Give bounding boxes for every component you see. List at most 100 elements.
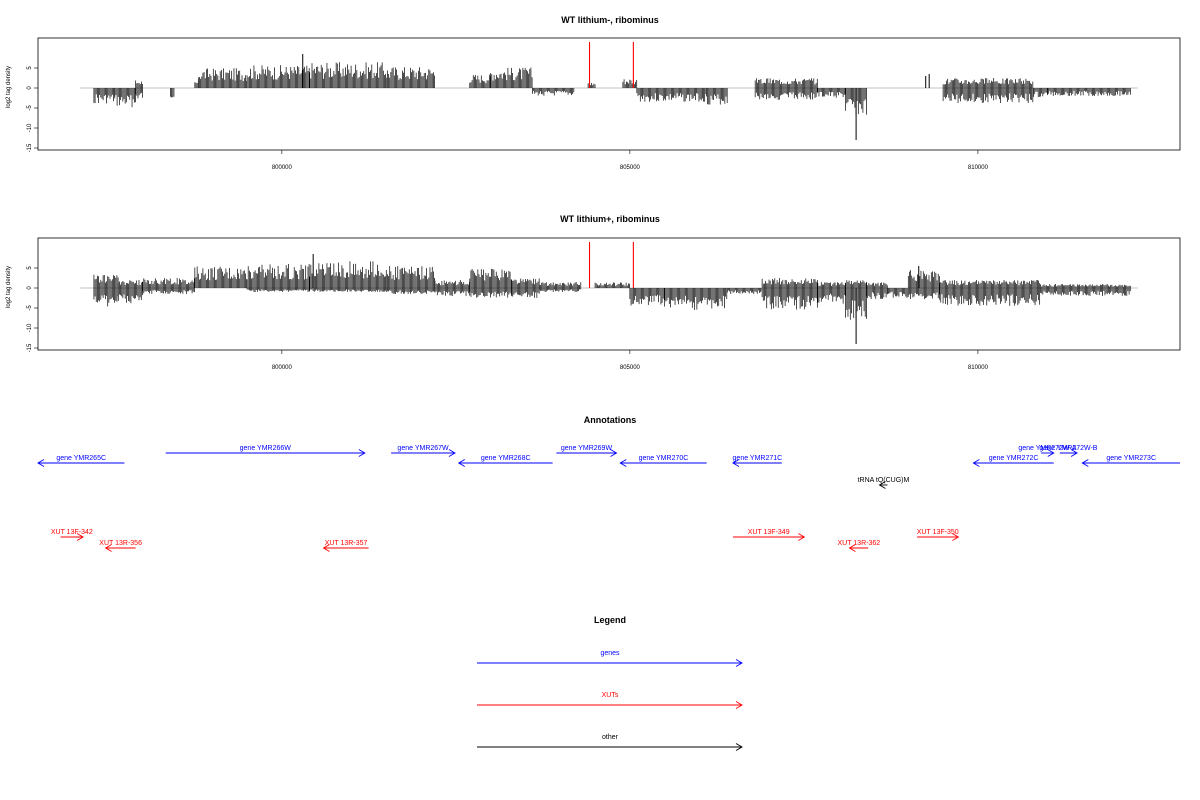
feature-arrow xyxy=(1081,459,1180,467)
feature-label: gene YMR272W-B xyxy=(1039,445,1097,452)
feature-arrow xyxy=(1059,449,1078,457)
feature-label: tRNA tQ(CUG)M xyxy=(858,477,910,484)
feature-label: gene YMR268C xyxy=(481,455,531,462)
y-tick-label: 5 xyxy=(27,66,33,70)
feature-arrow xyxy=(732,459,782,467)
legend-arrow xyxy=(477,743,743,751)
feature-label: XUT 13R-362 xyxy=(837,540,880,547)
y-tick-label: -10 xyxy=(27,123,33,132)
density-track-region xyxy=(942,78,1034,104)
density-track-region xyxy=(114,88,136,108)
density-track-region xyxy=(636,88,707,102)
y-tick-label: 0 xyxy=(27,286,33,290)
plot-panel-lithium-minus: WT lithium-, ribominus log2 tag density … xyxy=(6,15,1181,171)
density-track-region xyxy=(246,264,310,292)
density-track-region xyxy=(706,88,728,105)
y-axis-label: log2 tag density xyxy=(6,66,12,108)
feature-arrow xyxy=(917,533,960,541)
density-track-region xyxy=(385,266,435,294)
density-track-region xyxy=(142,278,195,294)
density-track-region xyxy=(532,88,575,96)
legend-label: other xyxy=(602,734,619,741)
density-track-region xyxy=(1047,88,1131,96)
feature-label: gene YMR272W-A xyxy=(1018,445,1076,452)
density-track-region xyxy=(817,88,846,98)
legend-label: XUTs xyxy=(602,692,619,699)
feature-arrow xyxy=(1041,449,1055,457)
density-track-region xyxy=(594,282,630,288)
y-tick-label: -15 xyxy=(27,143,33,152)
panel-title: WT lithium+, ribominus xyxy=(560,214,660,224)
y-tick-label: 5 xyxy=(27,266,33,270)
feature-arrow xyxy=(848,544,869,552)
density-track-region xyxy=(246,65,310,88)
density-track-region xyxy=(939,280,1041,306)
feature-label: gene YMR271C xyxy=(733,455,783,462)
panel-title: WT lithium-, ribominus xyxy=(561,15,659,25)
feature-arrow xyxy=(732,533,806,541)
density-track-region xyxy=(817,282,846,304)
legend-title: Legend xyxy=(594,615,626,625)
density-track-region xyxy=(469,268,512,298)
density-track-region xyxy=(117,280,143,304)
feature-label: gene YMR273C xyxy=(1106,455,1156,462)
density-track-region xyxy=(539,282,582,292)
feature-label: XUT 13F-342 xyxy=(51,529,93,536)
density-track-region xyxy=(434,280,470,296)
density-track-region xyxy=(511,278,540,298)
feature-arrow xyxy=(165,449,366,457)
density-track-region xyxy=(309,62,386,88)
x-tick-label: 810000 xyxy=(968,165,989,171)
bar-layer xyxy=(80,42,1138,140)
density-track-region xyxy=(194,266,247,288)
density-track-region xyxy=(887,288,909,298)
feature-arrow xyxy=(972,459,1054,467)
density-track-region xyxy=(194,80,199,88)
density-track-region xyxy=(726,288,763,294)
legend-arrow xyxy=(477,701,743,709)
feature-label: XUT 13R-357 xyxy=(325,540,368,547)
density-track-region xyxy=(490,67,533,88)
feature-arrow xyxy=(391,449,456,457)
feature-label: gene YMR267W xyxy=(397,445,449,452)
density-track-region xyxy=(93,274,119,307)
density-track-region xyxy=(197,68,247,88)
density-track-region xyxy=(469,74,491,88)
density-track-region xyxy=(170,88,175,98)
feature-arrow xyxy=(37,459,125,467)
feature-arrow xyxy=(60,533,84,541)
feature-arrow xyxy=(104,544,136,552)
x-axis: 800000 805000 810000 xyxy=(272,150,989,171)
y-axis: 5 0 -5 -10 -15 xyxy=(27,66,38,152)
feature-arrow xyxy=(878,481,888,489)
feature-arrow xyxy=(457,459,553,467)
y-tick-label: -5 xyxy=(27,305,33,311)
y-tick-label: -15 xyxy=(27,343,33,352)
feature-arrow xyxy=(556,449,618,457)
legend-label: genes xyxy=(600,650,620,657)
feature-label: XUT 13F-349 xyxy=(748,529,790,536)
density-track-region xyxy=(664,288,728,310)
density-track-region xyxy=(629,288,665,306)
density-track-region xyxy=(622,79,638,88)
density-track-region xyxy=(385,67,435,88)
density-track-region xyxy=(1033,88,1048,98)
feature-label: gene YMR265C xyxy=(56,455,106,462)
feature-label: gene YMR266W xyxy=(240,445,292,452)
x-tick-label: 800000 xyxy=(272,165,293,171)
annotation-features: gene YMR265C gene YMR266W gene YMR267W gene… xyxy=(37,445,1180,552)
feature-arrow xyxy=(619,459,707,467)
plot-frame xyxy=(37,37,1181,151)
legend-arrow xyxy=(477,659,743,667)
density-track-region xyxy=(93,88,115,104)
feature-arrow xyxy=(322,544,369,552)
density-track-region xyxy=(866,282,888,299)
feature-label: XUT 13R-356 xyxy=(99,540,142,547)
feature-label: gene YMR270C xyxy=(639,455,689,462)
x-tick-label: 800000 xyxy=(272,365,293,371)
bar-layer xyxy=(80,242,1138,344)
legend-items: genes XUTs other xyxy=(477,650,743,751)
x-tick-label: 810000 xyxy=(968,365,989,371)
